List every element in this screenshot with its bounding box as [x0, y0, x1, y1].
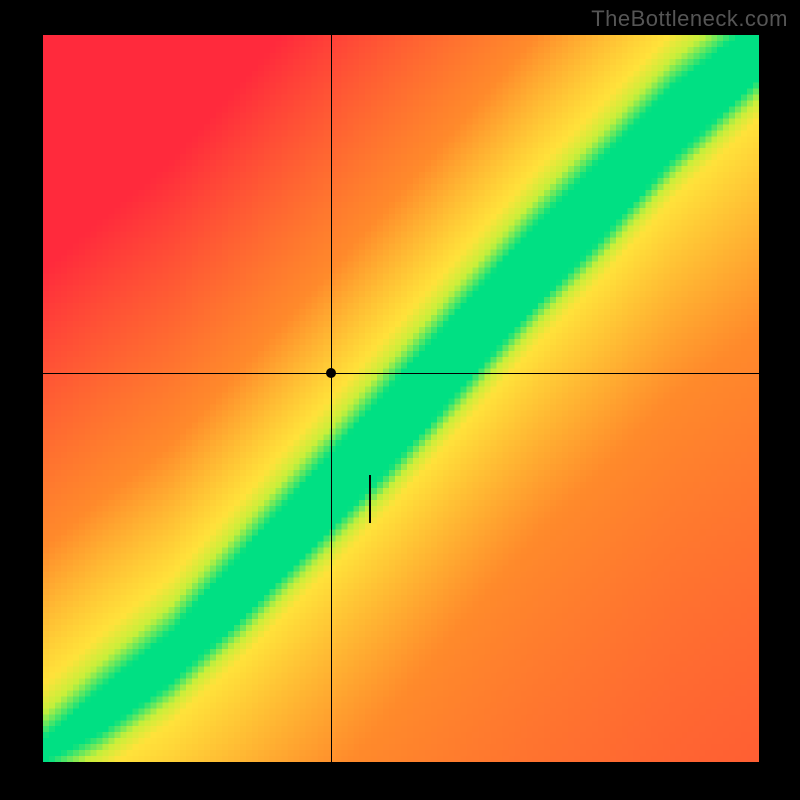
- heatmap-canvas: [43, 35, 759, 762]
- crosshair-horizontal: [43, 373, 759, 374]
- crosshair-marker: [326, 368, 336, 378]
- heatmap-plot: [43, 35, 759, 762]
- tick-stub-below-crosshair: [369, 475, 371, 523]
- watermark-text: TheBottleneck.com: [591, 6, 788, 32]
- crosshair-vertical: [331, 35, 332, 762]
